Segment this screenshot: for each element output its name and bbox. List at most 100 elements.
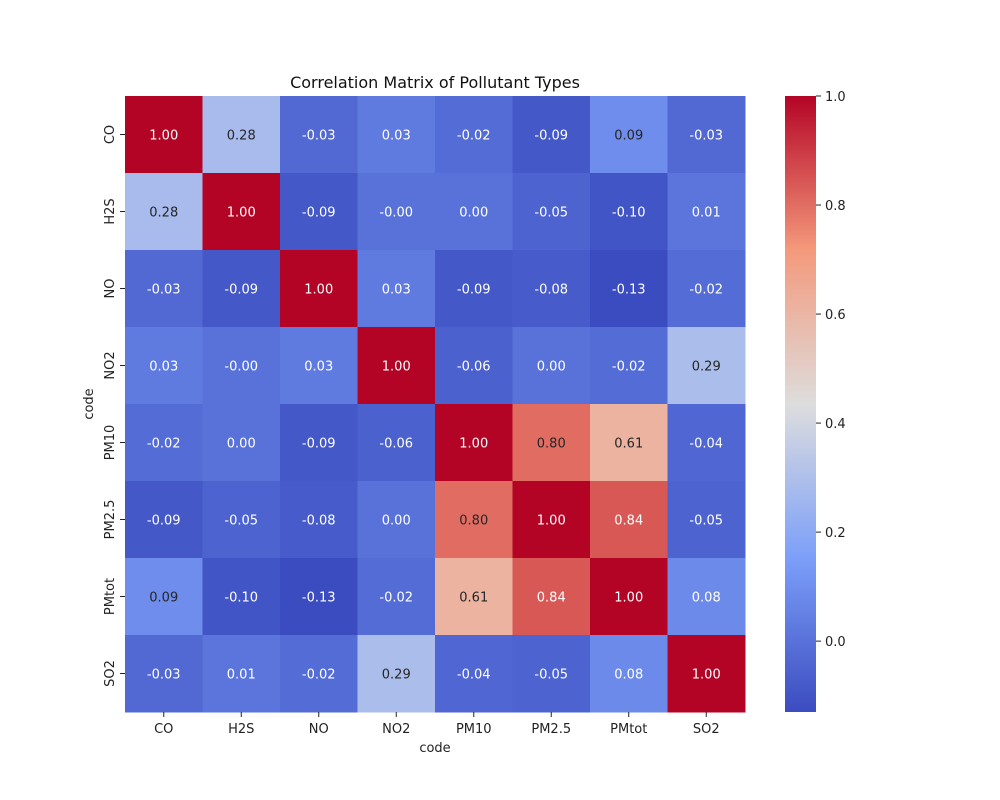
heatmap-cell-label: -0.08 (534, 283, 568, 298)
heatmap-cell-label: -0.02 (457, 129, 491, 144)
heatmap-cell (357, 327, 436, 405)
heatmap-cell (512, 327, 591, 405)
heatmap-cell-label: 0.29 (382, 668, 411, 683)
heatmap-cell (435, 481, 513, 559)
heatmap-cell (125, 481, 203, 559)
colorbar-tick-label: 1.0 (825, 90, 846, 105)
heatmap-cell-label: -0.00 (224, 360, 258, 375)
heatmap-cell (125, 173, 203, 251)
heatmap-cell (202, 481, 281, 559)
heatmap-cell-label: 0.84 (614, 514, 643, 529)
heatmap-cell (125, 327, 203, 405)
y-tick-label: PM10 (103, 425, 118, 461)
heatmap-cell (435, 404, 513, 482)
x-tick-label: PM10 (456, 722, 492, 737)
heatmap-cell-label: -0.04 (689, 437, 723, 452)
chart-title: Correlation Matrix of Pollutant Types (290, 73, 580, 92)
heatmap-cell (590, 250, 668, 328)
heatmap-cell-label: 0.03 (382, 283, 411, 298)
heatmap-cell (357, 558, 436, 636)
heatmap-cell (280, 635, 358, 713)
heatmap-cell (512, 404, 591, 482)
heatmap-cell (435, 250, 513, 328)
heatmap-cell (512, 250, 591, 328)
heatmap-cell-label: -0.02 (612, 360, 646, 375)
heatmap-cell (667, 404, 746, 482)
heatmap-cell-label: 0.00 (459, 206, 488, 221)
heatmap-cell-label: 0.00 (227, 437, 256, 452)
heatmap-cell-label: 0.00 (537, 360, 566, 375)
heatmap-cell (125, 404, 203, 482)
heatmap-cell (280, 481, 358, 559)
x-tick-label: NO2 (382, 722, 410, 737)
y-tick-label: CO (103, 125, 118, 144)
heatmap-cells (125, 96, 746, 713)
heatmap-cell (435, 327, 513, 405)
heatmap-cell-label: -0.02 (302, 668, 336, 683)
heatmap-cell (125, 558, 203, 636)
heatmap-cell-label: 0.08 (614, 668, 643, 683)
heatmap-cell-label: 0.80 (459, 514, 488, 529)
heatmap-cell (357, 173, 436, 251)
heatmap-cell (202, 635, 281, 713)
heatmap-cell (202, 558, 281, 636)
heatmap-cell (512, 481, 591, 559)
heatmap-cell-label: -0.02 (689, 283, 723, 298)
heatmap-cell-label: -0.09 (457, 283, 491, 298)
colorbar-tick-label: 0.2 (825, 526, 846, 541)
heatmap-cell (435, 635, 513, 713)
colorbar-tick-label: 0.0 (825, 635, 846, 650)
heatmap-cell (667, 481, 746, 559)
y-tick-label: SO2 (103, 660, 118, 687)
heatmap-cell-label: -0.13 (612, 283, 646, 298)
heatmap-cell (280, 327, 358, 405)
x-tick-label: H2S (228, 722, 254, 737)
colorbar-tick-label: 0.8 (825, 199, 846, 214)
heatmap-cell (202, 173, 281, 251)
heatmap-cell (435, 558, 513, 636)
heatmap-cell (280, 404, 358, 482)
heatmap-cell (512, 635, 591, 713)
x-tick-label: CO (154, 722, 173, 737)
heatmap-cell (357, 250, 436, 328)
heatmap-cell-label: -0.04 (457, 668, 491, 683)
heatmap-cell-label: 0.28 (227, 129, 256, 144)
heatmap-cell (512, 96, 591, 174)
heatmap-cell (280, 558, 358, 636)
y-axis-label: code (82, 388, 97, 419)
heatmap-cell (667, 96, 746, 174)
heatmap-cell-label: 0.80 (537, 437, 566, 452)
heatmap-cell-label: -0.09 (302, 437, 336, 452)
heatmap-cell-label: -0.05 (689, 514, 723, 529)
heatmap-cell-label: 1.00 (227, 206, 256, 221)
heatmap-cell-label: 0.01 (227, 668, 256, 683)
heatmap-cell (590, 327, 668, 405)
heatmap-cell-label: 1.00 (304, 283, 333, 298)
x-tick-label: PM2.5 (531, 722, 571, 737)
heatmap-cell (590, 481, 668, 559)
heatmap-cell (667, 558, 746, 636)
heatmap-cell (202, 404, 281, 482)
y-axis: CO H2S NO NO2 PM10 PM2.5 PMtot SO2 (103, 125, 125, 687)
heatmap-cell-label: 1.00 (382, 360, 411, 375)
heatmap-cell (590, 173, 668, 251)
heatmap-cell-label: -0.03 (302, 129, 336, 144)
heatmap-cell-label: -0.09 (302, 206, 336, 221)
heatmap-cell-label: -0.10 (224, 591, 258, 606)
heatmap-cell-label: -0.02 (379, 591, 413, 606)
heatmap-cell-label: 0.29 (692, 360, 721, 375)
heatmap-cell (435, 96, 513, 174)
heatmap-cell (357, 635, 436, 713)
heatmap-cell-label: 1.00 (692, 668, 721, 683)
heatmap-cell-label: -0.09 (147, 514, 181, 529)
heatmap-cell-label: 1.00 (537, 514, 566, 529)
heatmap-cell (512, 173, 591, 251)
heatmap-cell-label: 0.61 (614, 437, 643, 452)
heatmap-cell (202, 327, 281, 405)
colorbar-tick-label: 0.4 (825, 417, 846, 432)
heatmap-cell-label: 0.09 (149, 591, 178, 606)
heatmap-cell-label: 0.28 (149, 206, 178, 221)
heatmap-cell (202, 96, 281, 174)
heatmap-cell (590, 558, 668, 636)
